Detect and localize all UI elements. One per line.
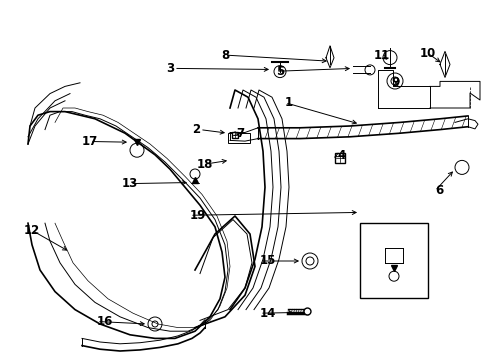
Bar [227,133,249,143]
Text: 10: 10 [419,47,435,60]
Text: 13: 13 [122,177,138,190]
Text: 8: 8 [221,49,229,62]
Text: 14: 14 [260,307,276,320]
Text: 6: 6 [434,184,442,197]
Text: 18: 18 [196,158,213,171]
Text: 16: 16 [97,315,113,328]
Text: 3: 3 [165,62,174,75]
Text: 9: 9 [391,76,399,89]
Text: 19: 19 [190,209,206,222]
Text: 4: 4 [336,149,345,162]
Text: 5: 5 [275,65,284,78]
Text: 12: 12 [24,224,40,237]
Text: 17: 17 [81,135,98,148]
Text: 15: 15 [260,255,276,267]
Text: 1: 1 [285,96,292,109]
Text: 11: 11 [373,49,389,62]
Bar [359,223,427,298]
Text: 7: 7 [236,127,244,140]
Text: 2: 2 [191,123,200,136]
